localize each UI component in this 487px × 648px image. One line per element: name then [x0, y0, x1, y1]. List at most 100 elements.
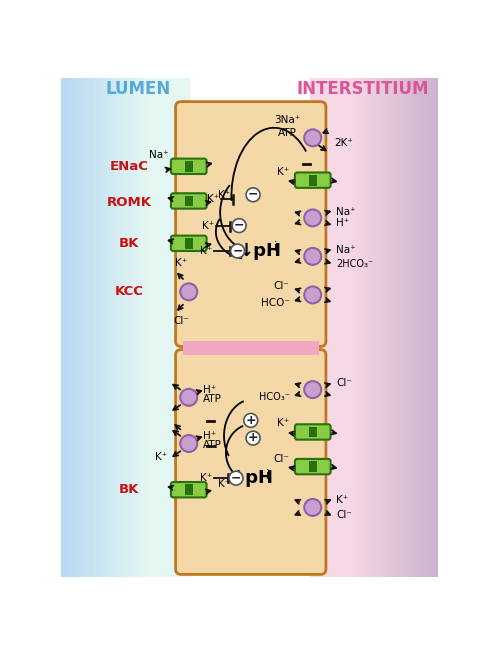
Polygon shape [410, 78, 412, 577]
Polygon shape [94, 78, 97, 577]
Polygon shape [125, 78, 128, 577]
FancyBboxPatch shape [185, 484, 193, 495]
Polygon shape [344, 78, 346, 577]
Polygon shape [184, 78, 186, 577]
Polygon shape [341, 78, 344, 577]
FancyBboxPatch shape [171, 482, 206, 498]
Polygon shape [323, 78, 326, 577]
Text: K⁺: K⁺ [218, 479, 230, 489]
Text: Na⁺: Na⁺ [336, 245, 356, 255]
FancyBboxPatch shape [309, 175, 317, 185]
Polygon shape [81, 78, 84, 577]
Text: K⁺: K⁺ [202, 222, 214, 231]
Text: ATP: ATP [279, 128, 297, 138]
Polygon shape [338, 78, 341, 577]
Polygon shape [382, 78, 385, 577]
Polygon shape [135, 78, 138, 577]
Polygon shape [166, 78, 169, 577]
Text: LUMEN: LUMEN [106, 80, 171, 98]
Text: ROMK: ROMK [107, 196, 151, 209]
Circle shape [304, 130, 321, 146]
Polygon shape [84, 78, 87, 577]
Polygon shape [354, 78, 356, 577]
Polygon shape [326, 78, 328, 577]
FancyBboxPatch shape [176, 102, 326, 347]
Polygon shape [436, 78, 438, 577]
Bar [183, 341, 319, 355]
Polygon shape [92, 78, 94, 577]
Text: 3Na⁺: 3Na⁺ [274, 115, 300, 125]
Text: −: − [232, 244, 243, 257]
Text: BK: BK [119, 237, 139, 250]
Polygon shape [397, 78, 400, 577]
Polygon shape [148, 78, 150, 577]
Polygon shape [130, 78, 132, 577]
Polygon shape [179, 78, 181, 577]
Polygon shape [181, 78, 184, 577]
Text: K⁺: K⁺ [200, 246, 212, 256]
Polygon shape [158, 78, 161, 577]
Polygon shape [107, 78, 110, 577]
Polygon shape [331, 78, 334, 577]
Text: K⁺: K⁺ [277, 419, 289, 428]
Text: Cl⁻: Cl⁻ [274, 281, 289, 292]
Text: +: + [245, 413, 256, 426]
FancyBboxPatch shape [295, 172, 331, 188]
Polygon shape [143, 78, 145, 577]
Polygon shape [79, 78, 81, 577]
Polygon shape [155, 78, 158, 577]
Polygon shape [117, 78, 120, 577]
Polygon shape [186, 78, 189, 577]
Polygon shape [359, 78, 361, 577]
Text: K⁺: K⁺ [175, 257, 187, 268]
Text: +: + [248, 431, 259, 445]
Polygon shape [405, 78, 408, 577]
Circle shape [304, 499, 321, 516]
Circle shape [232, 218, 246, 233]
Text: ATP: ATP [203, 394, 222, 404]
Polygon shape [66, 78, 69, 577]
Text: HCO₃⁻: HCO₃⁻ [259, 392, 289, 402]
Circle shape [180, 389, 197, 406]
Polygon shape [61, 78, 63, 577]
Polygon shape [71, 78, 74, 577]
FancyBboxPatch shape [171, 159, 206, 174]
Polygon shape [356, 78, 359, 577]
Text: ENaC: ENaC [110, 160, 149, 173]
Polygon shape [372, 78, 375, 577]
Polygon shape [426, 78, 428, 577]
Text: Cl⁻: Cl⁻ [173, 316, 189, 326]
FancyBboxPatch shape [185, 161, 193, 172]
Polygon shape [392, 78, 395, 577]
Polygon shape [316, 78, 318, 577]
FancyBboxPatch shape [185, 196, 193, 206]
Polygon shape [364, 78, 367, 577]
Polygon shape [336, 78, 338, 577]
Text: HCO⁻: HCO⁻ [261, 298, 289, 308]
Polygon shape [400, 78, 402, 577]
Polygon shape [402, 78, 405, 577]
Polygon shape [420, 78, 423, 577]
FancyBboxPatch shape [309, 461, 317, 472]
Text: 2HCO₃⁻: 2HCO₃⁻ [336, 259, 373, 269]
Polygon shape [169, 78, 171, 577]
Text: 2K⁺: 2K⁺ [335, 138, 354, 148]
Polygon shape [377, 78, 379, 577]
Text: H⁺: H⁺ [336, 218, 349, 227]
Polygon shape [428, 78, 431, 577]
FancyBboxPatch shape [171, 193, 206, 209]
Polygon shape [69, 78, 71, 577]
Circle shape [231, 244, 244, 258]
FancyBboxPatch shape [176, 349, 326, 574]
Polygon shape [110, 78, 112, 577]
Text: Na⁺: Na⁺ [336, 207, 356, 216]
Text: Cl⁻: Cl⁻ [336, 510, 352, 520]
Text: BK: BK [119, 483, 139, 496]
Polygon shape [310, 78, 313, 577]
Polygon shape [412, 78, 415, 577]
Text: K⁺: K⁺ [277, 167, 289, 177]
Circle shape [246, 431, 260, 445]
Polygon shape [161, 78, 163, 577]
Text: K⁺: K⁺ [206, 194, 219, 204]
Polygon shape [150, 78, 153, 577]
